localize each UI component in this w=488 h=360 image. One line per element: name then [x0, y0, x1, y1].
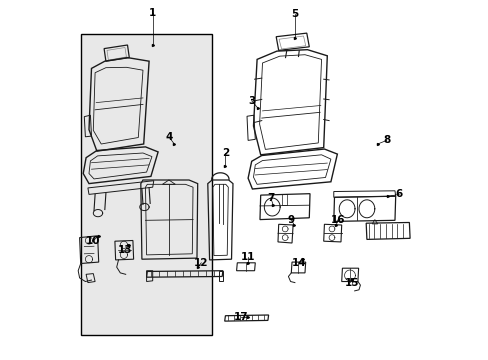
Text: 7: 7: [266, 193, 274, 203]
Text: 16: 16: [330, 215, 345, 225]
Bar: [81, 34, 212, 335]
Text: 17: 17: [233, 312, 248, 322]
Text: 2: 2: [222, 148, 228, 158]
Text: 11: 11: [241, 252, 255, 262]
Text: 9: 9: [287, 215, 294, 225]
Text: 10: 10: [85, 236, 100, 246]
Text: 12: 12: [194, 258, 208, 268]
Text: 13: 13: [118, 245, 132, 255]
Text: 3: 3: [247, 96, 255, 106]
Text: 6: 6: [395, 189, 402, 199]
Text: 14: 14: [292, 258, 306, 268]
Text: 1: 1: [149, 8, 156, 18]
Text: 8: 8: [382, 135, 389, 145]
Text: 15: 15: [345, 278, 359, 288]
Text: 5: 5: [291, 9, 298, 19]
Text: 4: 4: [165, 132, 172, 142]
